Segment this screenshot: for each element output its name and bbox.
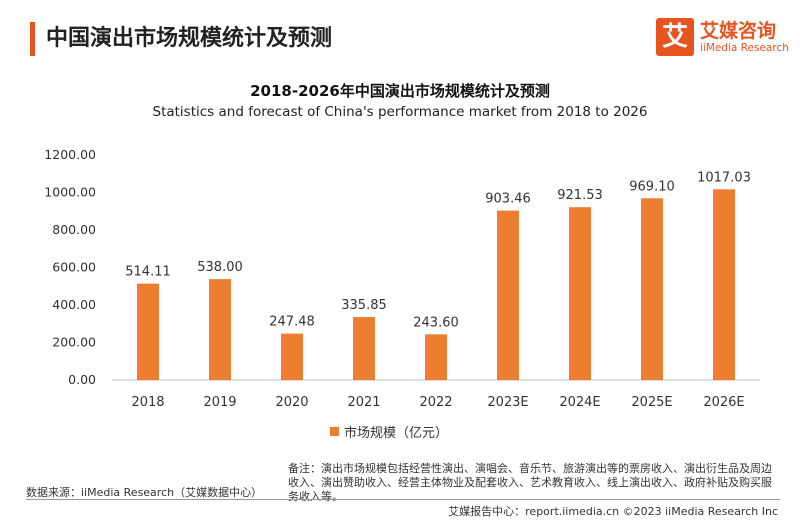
title-accent-bar (30, 22, 35, 56)
data-source: 数据来源：iiMedia Research（艾媒数据中心） (26, 486, 263, 499)
data-label-2025e: 969.10 (629, 179, 675, 194)
x-tick-label-2021: 2021 (347, 395, 380, 410)
chart-title: 2018-2026年中国演出市场规模统计及预测 (250, 82, 550, 100)
page-title: 中国演出市场规模统计及预测 (46, 26, 333, 51)
y-tick-label: 800.00 (52, 222, 96, 237)
footnote: 备注：演出市场规模包括经营性演出、演唱会、音乐节、旅游演出等的票房收入、演出衍生… (288, 462, 772, 503)
data-label-2026e: 1017.03 (697, 170, 751, 185)
x-tick-label-2022: 2022 (419, 395, 452, 410)
bars (137, 189, 735, 380)
legend: 市场规模（亿元） (330, 422, 448, 441)
y-tick-label: 400.00 (52, 297, 96, 312)
x-tick-label-2024e: 2024E (559, 395, 600, 410)
footer-credit: 艾媒报告中心：report.iimedia.cn ©2023 iiMedia R… (448, 505, 778, 518)
x-tick-label-2025e: 2025E (631, 395, 672, 410)
y-axis-ticks: 0.00 200.00 400.00 600.00 800.00 1000.00 1200.… (44, 147, 96, 387)
logo-text-en: iiMedia Research (700, 42, 789, 54)
bar-2023e (497, 210, 519, 380)
x-tick-label-2019: 2019 (203, 395, 236, 410)
data-labels: 514.11 538.00 247.48 335.85 243.60 903.46 921.… (125, 170, 751, 330)
bar-2025e (641, 198, 663, 380)
x-axis-ticks: 2018 2019 2020 2021 2022 2023E 2024E 2025E 2026E (131, 395, 744, 410)
x-tick-label-2023e: 2023E (487, 395, 528, 410)
y-tick-label: 1200.00 (44, 147, 96, 162)
x-tick-label-2018: 2018 (131, 395, 164, 410)
data-label-2020: 247.48 (269, 315, 315, 330)
data-label-2021: 335.85 (341, 298, 387, 313)
y-tick-label: 1000.00 (44, 185, 96, 200)
brand-logo: 艾 艾媒咨询 iiMedia Research (656, 14, 789, 64)
legend-swatch (330, 427, 339, 436)
bar-2019 (209, 279, 231, 380)
bar-2021 (353, 317, 375, 380)
y-tick-label: 200.00 (52, 335, 96, 350)
chart-subtitle: Statistics and forecast of China's perfo… (152, 104, 648, 120)
data-label-2024e: 921.53 (557, 188, 603, 203)
footer-divider (26, 499, 780, 500)
bar-2020 (281, 333, 303, 380)
data-label-2019: 538.00 (197, 260, 243, 275)
x-tick-label-2020: 2020 (275, 395, 308, 410)
data-label-2023e: 903.46 (485, 192, 531, 207)
bar-chart: 0.00 200.00 400.00 600.00 800.00 1000.00 1200.… (44, 147, 760, 410)
data-label-2018: 514.11 (125, 265, 171, 280)
bar-2018 (137, 283, 159, 380)
bar-2022 (425, 334, 447, 380)
data-label-2022: 243.60 (413, 315, 459, 330)
logo-text-cn: 艾媒咨询 (700, 20, 777, 42)
logo-badge-icon: 艾 (656, 18, 694, 56)
bar-2026e (713, 189, 735, 380)
x-tick-label-2026e: 2026E (703, 395, 744, 410)
y-tick-label: 0.00 (68, 372, 96, 387)
bar-2024e (569, 207, 591, 380)
y-tick-label: 600.00 (52, 260, 96, 275)
legend-label: 市场规模（亿元） (344, 426, 449, 441)
